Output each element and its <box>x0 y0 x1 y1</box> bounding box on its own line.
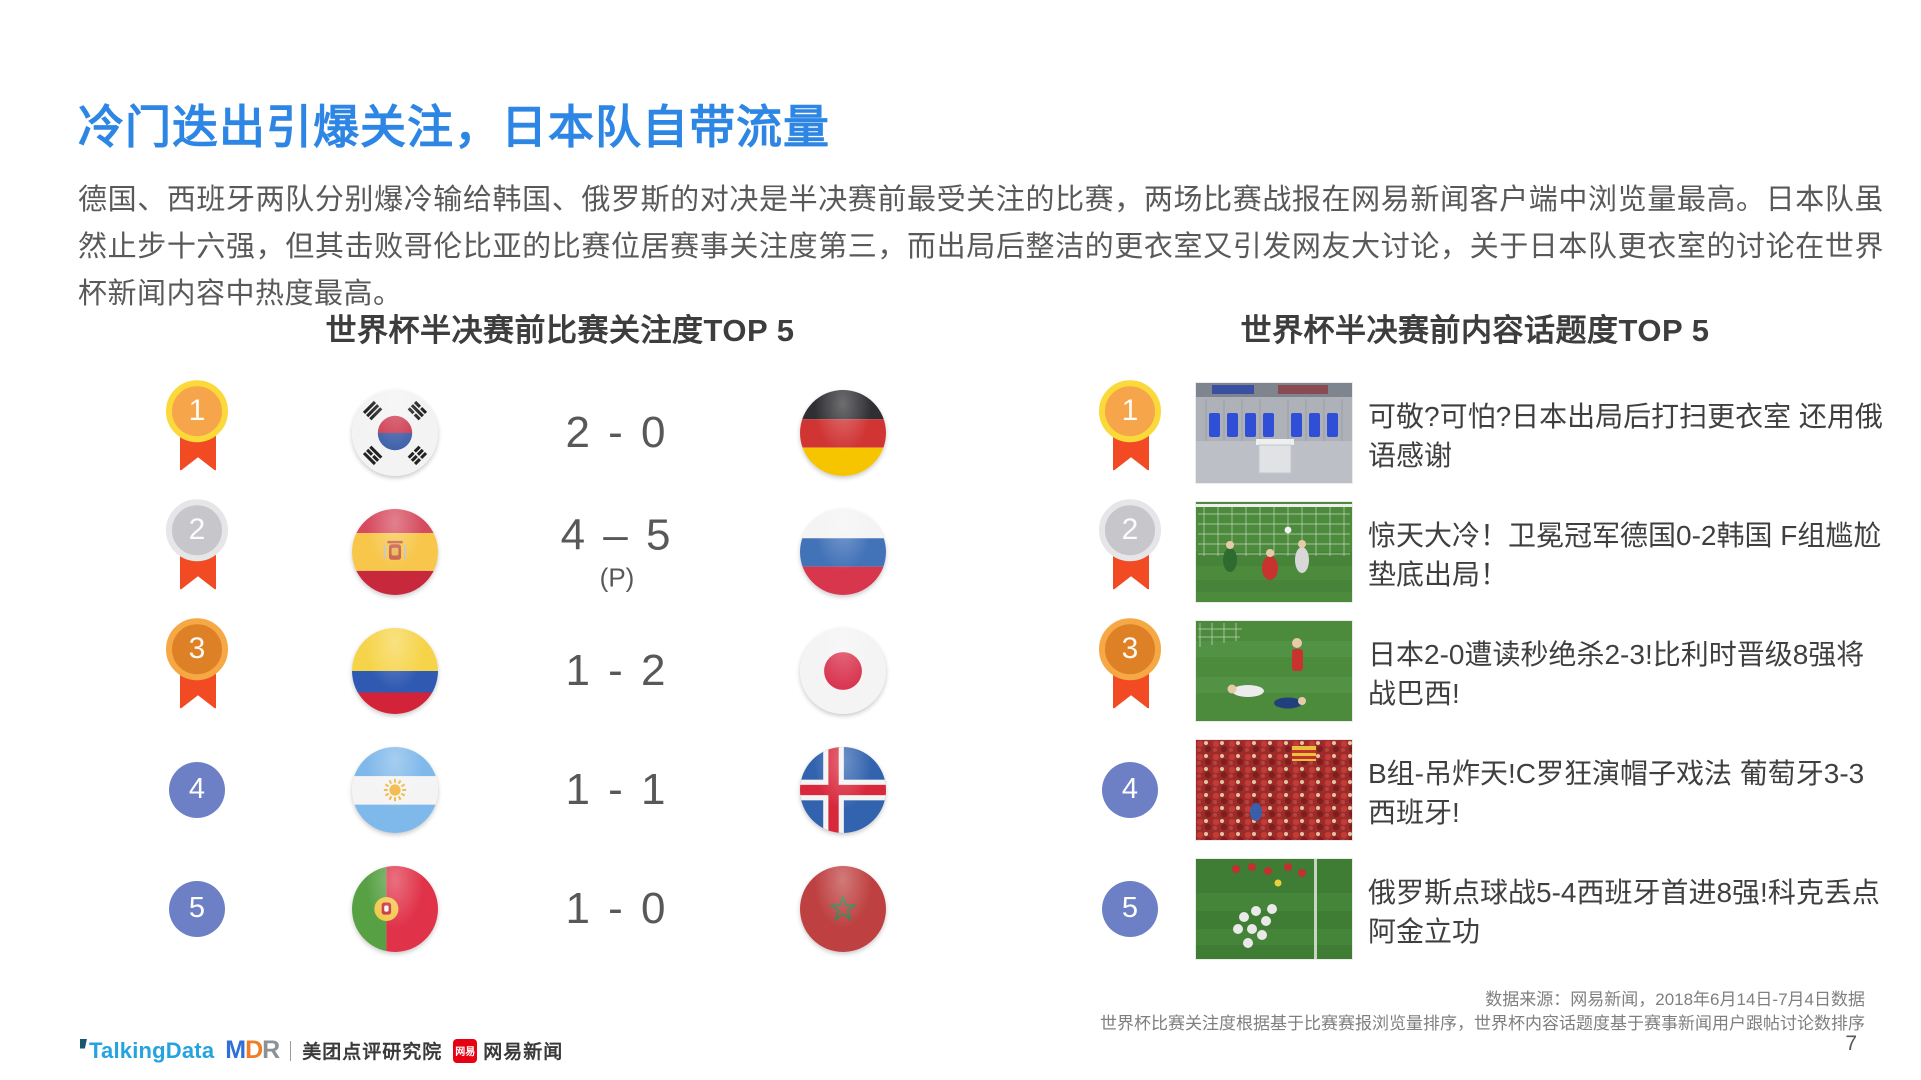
topic-ranking-title: 世界杯半决赛前内容话题度TOP 5 <box>1240 313 1710 348</box>
match-score: 2 - 0 <box>565 407 669 457</box>
news-headline: 惊天大冷！卫冕冠军德国0-2韩国 F组尴尬垫底出局！ <box>1368 519 1882 590</box>
match-score: 1 - 2 <box>565 645 669 695</box>
data-source-line1: 数据来源：网易新闻，2018年6月14日-7月4日数据 <box>1485 990 1865 1009</box>
rank-circle: 5 <box>169 880 225 937</box>
flag-iceland-icon <box>800 746 886 833</box>
flag-japan-icon <box>800 627 886 714</box>
rank-circle: 5 <box>1102 880 1158 937</box>
gold-medal-icon: 1 <box>166 379 228 476</box>
silver-medal-icon: 2 <box>1099 498 1161 595</box>
page-title: 冷门迭出引爆关注，日本队自带流量 <box>78 100 830 153</box>
match-row: 4 1 - 1 <box>110 730 1010 849</box>
news-headline: 俄罗斯点球战5-4西班牙首进8强!科克丢点阿金立功 <box>1368 876 1880 947</box>
match-row: 5 1 - 0 <box>110 849 1010 968</box>
page-number: 7 <box>1845 1032 1857 1055</box>
news-row: 2 惊天大冷！卫冕冠军德国0-2韩国 F组尴尬垫底出局！ <box>1070 492 1881 611</box>
rank-number: 1 <box>166 379 228 442</box>
match-score: 1 - 0 <box>565 883 669 933</box>
japan-belgium-pitch-photo <box>1196 620 1352 721</box>
germany-korea-goal-photo <box>1196 501 1352 602</box>
talkingdata-mark-icon <box>80 1038 87 1049</box>
medal-ribbon-icon <box>180 659 216 709</box>
rank-number: 2 <box>166 498 228 561</box>
footer-logos: TalkingData M D R 美团点评研究院 网易 网易新闻 <box>80 1036 563 1065</box>
flag-colombia-icon <box>352 627 438 714</box>
flag-morocco-icon <box>800 865 886 952</box>
match-score: 1 - 1 <box>565 764 669 814</box>
rank-number: 3 <box>166 617 228 680</box>
rank-circle: 4 <box>1102 761 1158 818</box>
spain-fans-crowd-photo <box>1196 739 1352 840</box>
news-headline: B组-吊炸天!C罗狂演帽子戏法 葡萄牙3-3西班牙! <box>1368 757 1865 828</box>
match-ranking-title: 世界杯半决赛前比赛关注度TOP 5 <box>325 313 795 348</box>
rank-number: 2 <box>1099 498 1161 561</box>
rank-number: 1 <box>1099 379 1161 442</box>
silver-medal-icon: 2 <box>166 498 228 595</box>
news-row: 3 日本2-0遭读秒绝杀2-3!比利时晋级8强将战巴西! <box>1070 611 1880 730</box>
news-row: 4 B组-吊炸天!C罗狂演帽子戏法 葡萄牙3-3西班牙! <box>1070 730 1880 849</box>
netease-news-logo: 网易 网易新闻 <box>453 1037 563 1064</box>
rank-number: 3 <box>1099 617 1161 680</box>
talkingdata-logo: TalkingData <box>80 1038 214 1064</box>
match-ranking-rows: 1 2 - 0 <box>110 373 1010 968</box>
news-row: 1 可敬?可怕?日本出局后打扫更衣室 还用俄语感谢 <box>1070 373 1883 492</box>
data-source-notes: 数据来源：网易新闻，2018年6月14日-7月4日数据 世界杯比赛关注度根据基于… <box>1100 988 1865 1036</box>
flag-portugal-icon <box>352 865 438 952</box>
bronze-medal-icon: 3 <box>166 617 228 714</box>
match-row: 2 4 – 5 (P) <box>110 492 1010 611</box>
data-source-line2: 世界杯比赛关注度根据基于比赛赛报浏览量排序，世界杯内容话题度基于赛事新闻用户跟帖… <box>1100 1014 1865 1033</box>
flag-russia-icon <box>800 508 886 595</box>
news-headline: 可敬?可怕?日本出局后打扫更衣室 还用俄语感谢 <box>1368 400 1883 471</box>
bronze-medal-icon: 3 <box>1099 617 1161 714</box>
summary-paragraph: 德国、西班牙两队分别爆冷输给韩国、俄罗斯的对决是半决赛前最受关注的比赛，两场比赛… <box>78 184 1884 310</box>
match-row: 1 2 - 0 <box>110 373 1010 492</box>
rank-circle: 4 <box>169 761 225 818</box>
meituan-dianping-institute-logo: 美团点评研究院 <box>302 1042 443 1063</box>
netease-badge-icon: 网易 <box>453 1038 478 1063</box>
mdr-logo: M D R <box>225 1036 280 1064</box>
topic-ranking-section: 世界杯半决赛前内容话题度TOP 5 1 可敬?可怕?日本出局后打扫更衣室 还用俄… <box>1070 305 1883 959</box>
flag-germany-icon <box>800 389 886 476</box>
logo-divider <box>290 1040 292 1061</box>
news-row: 5 俄罗斯点球战5-4西班牙首进8强!科克丢点阿金立功 <box>1070 849 1880 968</box>
match-row: 3 1 - 2 <box>110 611 1010 730</box>
match-score: 4 – 5 (P) <box>560 510 674 592</box>
news-headline: 日本2-0遭读秒绝杀2-3!比利时晋级8强将战巴西! <box>1368 638 1865 709</box>
russia-celebration-photo <box>1196 858 1352 959</box>
flag-spain-icon <box>352 508 438 595</box>
flag-argentina-icon <box>352 746 438 833</box>
locker-room-photo <box>1196 382 1352 483</box>
match-ranking-section: 世界杯半决赛前比赛关注度TOP 5 1 2 - 0 <box>110 305 1010 952</box>
flag-south-korea-icon <box>352 389 438 476</box>
topic-ranking-rows: 1 可敬?可怕?日本出局后打扫更衣室 还用俄语感谢 2 <box>1070 373 1883 968</box>
gold-medal-icon: 1 <box>1099 379 1161 476</box>
